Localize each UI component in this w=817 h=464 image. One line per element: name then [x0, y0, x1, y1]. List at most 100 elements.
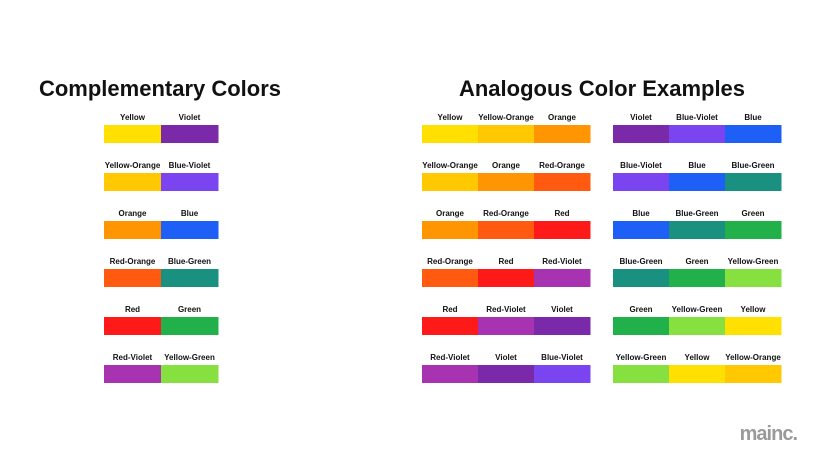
color-swatch: [613, 221, 670, 239]
color-label: Blue-Violet: [620, 161, 662, 170]
color-swatch: [104, 365, 162, 383]
color-label: Blue-Violet: [541, 353, 583, 362]
color-label: Orange: [548, 113, 577, 122]
color-label: Yellow-Green: [672, 305, 723, 314]
color-label: Red-Violet: [486, 305, 526, 314]
color-label: Blue-Green: [168, 257, 211, 266]
logo: mainc.: [740, 423, 798, 445]
color-label: Red: [554, 209, 569, 218]
color-label: Orange: [118, 209, 147, 218]
color-swatch: [725, 317, 782, 335]
color-swatch: [478, 365, 535, 383]
color-swatch: [725, 125, 782, 143]
color-label: Blue-Violet: [169, 161, 211, 170]
color-swatch: [161, 317, 219, 335]
color-label: Yellow-Orange: [725, 353, 781, 362]
color-swatch: [534, 317, 591, 335]
color-label: Green: [741, 209, 764, 218]
color-label: Blue-Green: [619, 257, 662, 266]
color-label: Blue: [688, 161, 706, 170]
color-label: Blue-Green: [675, 209, 718, 218]
color-label: Yellow-Green: [616, 353, 667, 362]
color-label: Green: [178, 305, 201, 314]
color-swatch: [534, 221, 591, 239]
color-swatch: [613, 317, 670, 335]
color-label: Yellow: [120, 113, 146, 122]
color-label: Red-Orange: [539, 161, 585, 170]
color-swatch: [613, 365, 670, 383]
color-swatch: [669, 269, 726, 287]
color-swatch: [669, 173, 726, 191]
color-swatch: [422, 317, 479, 335]
color-label: Green: [685, 257, 708, 266]
color-label: Yellow-Orange: [422, 161, 478, 170]
color-swatch: [422, 125, 479, 143]
color-label: Violet: [495, 353, 517, 362]
color-label: Orange: [492, 161, 521, 170]
color-label: Violet: [179, 113, 201, 122]
color-label: Red: [442, 305, 457, 314]
color-swatch: [613, 173, 670, 191]
color-label: Blue-Violet: [676, 113, 718, 122]
section-title: Complementary Colors: [39, 76, 281, 101]
color-swatch: [161, 365, 219, 383]
color-label: Red-Orange: [483, 209, 529, 218]
color-swatch: [161, 221, 219, 239]
color-swatch: [613, 269, 670, 287]
color-label: Orange: [436, 209, 465, 218]
color-label: Green: [629, 305, 652, 314]
color-label: Red-Violet: [542, 257, 582, 266]
color-swatch: [534, 365, 591, 383]
color-swatch: [104, 173, 162, 191]
color-swatch: [725, 221, 782, 239]
color-swatch: [669, 365, 726, 383]
color-swatch: [478, 125, 535, 143]
color-label: Blue-Green: [731, 161, 774, 170]
color-label: Red: [498, 257, 513, 266]
color-label: Red-Violet: [430, 353, 470, 362]
color-swatch: [422, 365, 479, 383]
color-label: Yellow: [741, 305, 767, 314]
color-label: Red-Orange: [427, 257, 473, 266]
color-swatch: [478, 269, 535, 287]
color-label: Violet: [551, 305, 573, 314]
color-swatch: [669, 317, 726, 335]
color-swatch: [161, 269, 219, 287]
color-label: Blue: [632, 209, 650, 218]
section-title: Analogous Color Examples: [459, 76, 745, 101]
color-label: Yellow-Green: [164, 353, 215, 362]
color-swatch: [104, 269, 162, 287]
color-label: Yellow-Green: [728, 257, 779, 266]
color-swatch: [478, 173, 535, 191]
color-swatch: [725, 173, 782, 191]
color-swatch: [422, 173, 479, 191]
color-swatch: [161, 173, 219, 191]
color-label: Yellow-Orange: [478, 113, 534, 122]
color-swatch: [422, 269, 479, 287]
color-swatch: [534, 125, 591, 143]
color-swatch: [725, 365, 782, 383]
color-label: Red-Orange: [110, 257, 156, 266]
color-swatch: [669, 125, 726, 143]
color-swatch: [669, 221, 726, 239]
color-swatch: [104, 317, 162, 335]
color-swatch: [613, 125, 670, 143]
color-swatch: [422, 221, 479, 239]
color-swatch: [104, 125, 162, 143]
color-label: Yellow: [685, 353, 711, 362]
color-label: Yellow: [438, 113, 464, 122]
color-label: Red: [125, 305, 140, 314]
color-label: Blue: [181, 209, 199, 218]
color-swatch: [104, 221, 162, 239]
color-label: Blue: [744, 113, 762, 122]
color-swatch: [725, 269, 782, 287]
color-label: Violet: [630, 113, 652, 122]
color-swatch: [478, 221, 535, 239]
color-label: Yellow-Orange: [105, 161, 161, 170]
color-label: Red-Violet: [113, 353, 153, 362]
color-swatch: [161, 125, 219, 143]
color-swatch: [534, 173, 591, 191]
color-swatch: [478, 317, 535, 335]
